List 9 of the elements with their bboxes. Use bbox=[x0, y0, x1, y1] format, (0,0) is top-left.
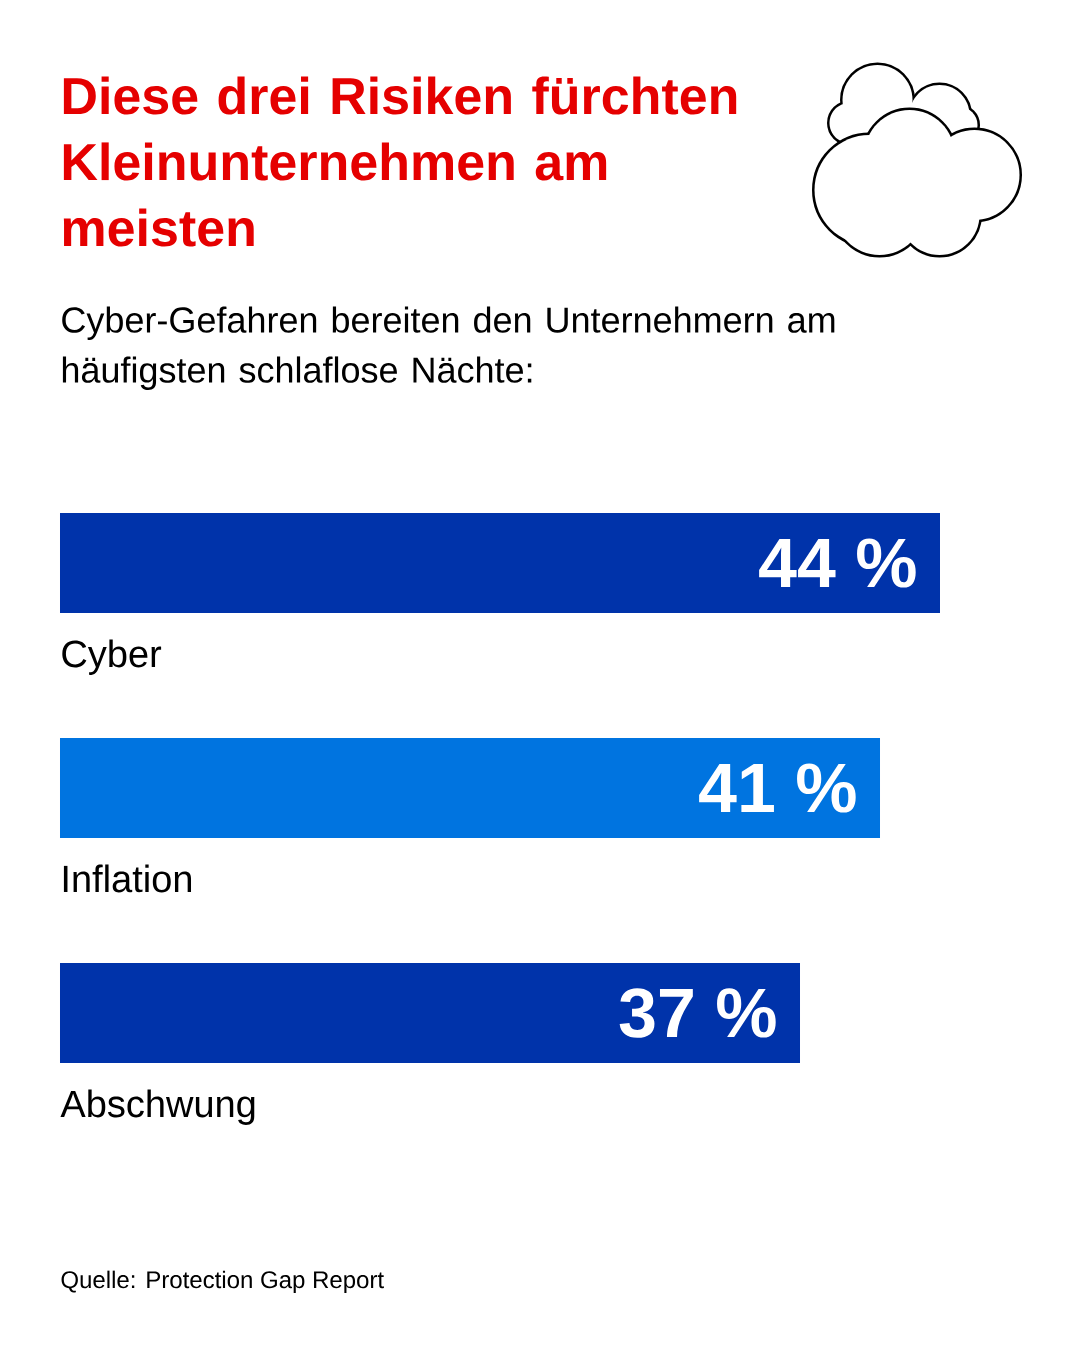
source-note: Quelle: Protection Gap Report bbox=[61, 1270, 384, 1293]
data-label: 41 % bbox=[699, 763, 856, 813]
data-label: 44 % bbox=[759, 538, 916, 588]
y-tick-label: Abschwung bbox=[60, 1089, 255, 1125]
y-tick-label: Cyber bbox=[62, 639, 162, 675]
data-label: 37 % bbox=[619, 988, 776, 1038]
y-tick-label: Inflation bbox=[63, 864, 192, 893]
chart-subtitle: Cyber-Gefahren bereiten den Unternehmern am häufigsten schlaflose Nächte: bbox=[62, 306, 835, 390]
chart-title: Diese drei Risiken fürchten Kleinunternehmen am meisten bbox=[63, 76, 737, 247]
